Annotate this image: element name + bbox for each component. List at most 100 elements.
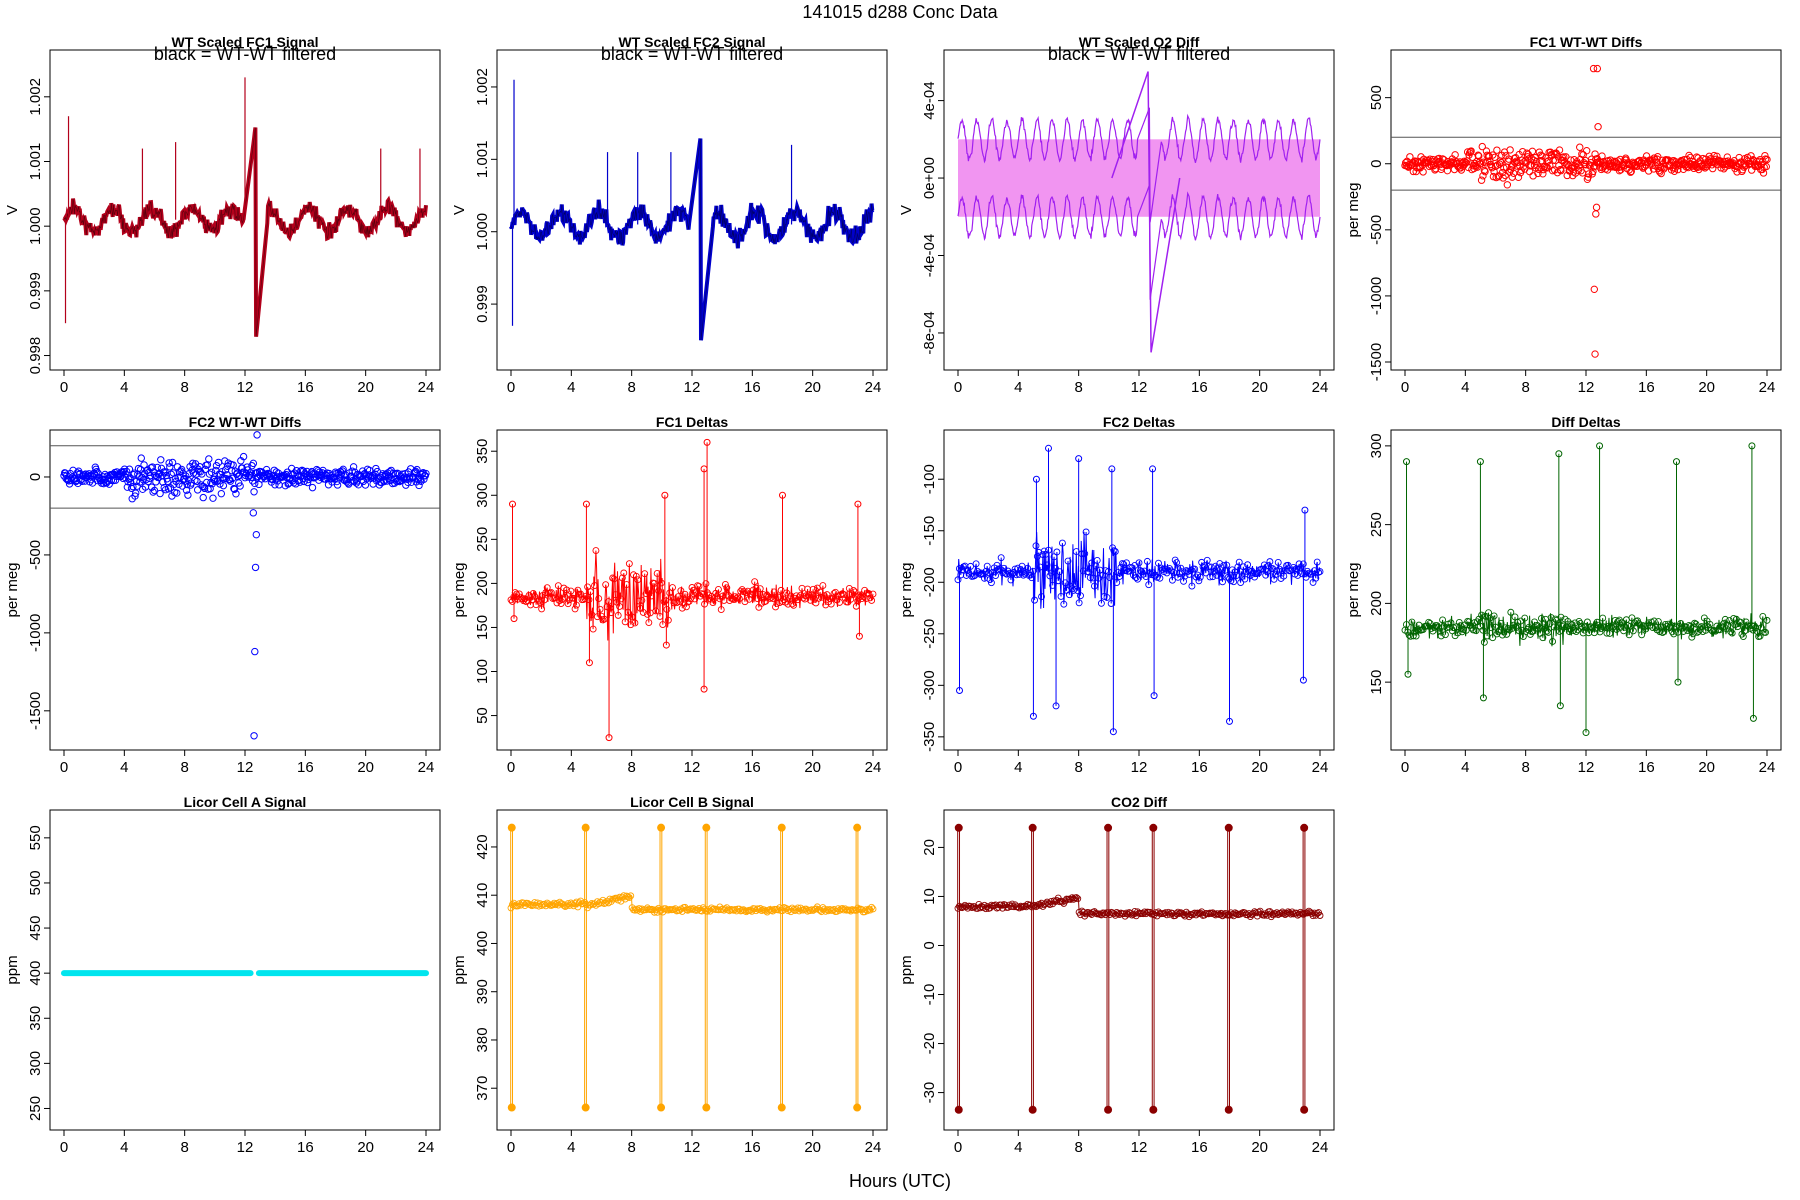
data-point bbox=[300, 477, 308, 486]
data-point bbox=[1150, 692, 1158, 700]
y-tick-label: -8e-04 bbox=[921, 311, 938, 354]
data-point bbox=[127, 478, 135, 487]
data-line bbox=[510, 138, 874, 341]
data-point bbox=[1054, 577, 1062, 585]
x-tick-label: 8 bbox=[180, 1139, 188, 1156]
data-point bbox=[1625, 631, 1633, 639]
x-tick-label: 4 bbox=[120, 1139, 128, 1156]
data-point bbox=[1104, 1105, 1113, 1114]
y-axis-label: V bbox=[451, 205, 468, 215]
x-tick-label: 8 bbox=[180, 379, 188, 396]
data-point bbox=[772, 603, 779, 611]
data-point bbox=[375, 481, 384, 489]
data-point bbox=[682, 603, 690, 611]
data-point bbox=[1433, 622, 1441, 630]
data-point bbox=[1506, 146, 1514, 154]
y-axis-label: V bbox=[4, 205, 21, 215]
data-point bbox=[954, 823, 963, 832]
data-point bbox=[1635, 620, 1643, 628]
y-tick-label: 250 bbox=[27, 1096, 44, 1121]
x-tick-label: 4 bbox=[1014, 379, 1022, 396]
data-point bbox=[1478, 142, 1486, 151]
data-point bbox=[869, 590, 877, 598]
data-point bbox=[1508, 173, 1516, 181]
y-tick-label: 150 bbox=[1368, 670, 1385, 695]
data-point bbox=[661, 491, 669, 499]
x-tick-label: 16 bbox=[744, 759, 761, 776]
x-tick-label: 4 bbox=[120, 759, 128, 776]
data-point bbox=[250, 732, 258, 740]
data-point bbox=[748, 590, 756, 598]
data-point bbox=[161, 468, 169, 476]
data-point bbox=[1058, 539, 1066, 547]
data-point bbox=[691, 595, 699, 603]
data-point bbox=[1097, 599, 1105, 607]
data-point bbox=[700, 685, 708, 693]
data-point bbox=[790, 601, 798, 609]
data-point bbox=[1121, 567, 1129, 575]
data-point bbox=[987, 901, 995, 909]
data-point bbox=[985, 569, 993, 577]
x-tick-label: 8 bbox=[1074, 759, 1082, 776]
data-point bbox=[586, 588, 594, 596]
x-tick-label: 12 bbox=[684, 379, 701, 396]
data-point bbox=[1565, 628, 1573, 636]
data-point bbox=[1052, 564, 1059, 572]
data-point bbox=[1592, 203, 1601, 212]
data-point bbox=[956, 686, 964, 694]
data-point bbox=[407, 478, 416, 486]
data-point bbox=[561, 593, 569, 601]
data-series bbox=[507, 438, 877, 742]
data-point bbox=[142, 475, 150, 484]
data-point bbox=[1685, 151, 1693, 160]
data-point bbox=[1521, 614, 1529, 622]
data-point bbox=[1043, 561, 1051, 569]
x-tick-label: 12 bbox=[237, 1139, 254, 1156]
data-point bbox=[1658, 156, 1667, 164]
data-point bbox=[610, 575, 618, 583]
y-axis-label: per meg bbox=[451, 562, 468, 617]
y-tick-label: 380 bbox=[474, 1027, 491, 1052]
data-point bbox=[1592, 210, 1600, 218]
data-point bbox=[198, 470, 206, 478]
data-point bbox=[1103, 593, 1111, 601]
data-point bbox=[1305, 569, 1313, 577]
data-point bbox=[157, 456, 165, 464]
data-point bbox=[1262, 571, 1270, 579]
data-point bbox=[567, 587, 575, 595]
data-line bbox=[509, 138, 875, 341]
data-point bbox=[695, 582, 703, 590]
data-point bbox=[1490, 612, 1498, 620]
plot-frame bbox=[943, 429, 1335, 751]
y-tick-label: -30 bbox=[921, 1082, 938, 1104]
y-axis-label: ppm bbox=[898, 955, 915, 984]
data-point bbox=[650, 579, 658, 587]
x-tick-label: 8 bbox=[1521, 759, 1529, 776]
x-tick-label: 24 bbox=[418, 759, 435, 776]
data-point bbox=[1029, 712, 1037, 720]
data-point bbox=[1555, 450, 1563, 458]
data-point bbox=[657, 1103, 666, 1112]
data-point bbox=[1628, 614, 1636, 622]
x-tick-label: 12 bbox=[237, 759, 254, 776]
y-tick-label: -250 bbox=[921, 619, 938, 649]
data-point bbox=[1482, 159, 1490, 167]
data-point bbox=[123, 483, 132, 491]
data-point bbox=[972, 560, 980, 568]
data-point bbox=[1556, 165, 1564, 174]
y-tick-label: 550 bbox=[27, 825, 44, 850]
x-tick-label: 4 bbox=[1014, 1139, 1022, 1156]
data-point bbox=[1547, 614, 1555, 621]
x-tick-label: 24 bbox=[1312, 1139, 1329, 1156]
data-point bbox=[1495, 160, 1504, 168]
data-point bbox=[674, 593, 682, 601]
data-point bbox=[1499, 631, 1506, 639]
data-point bbox=[1689, 630, 1697, 638]
data-point bbox=[1674, 165, 1682, 174]
x-tick-label: 24 bbox=[865, 1139, 882, 1156]
data-point bbox=[1582, 146, 1591, 155]
data-point bbox=[1156, 574, 1164, 582]
data-point bbox=[1659, 629, 1667, 636]
data-point bbox=[812, 905, 820, 913]
data-point bbox=[154, 470, 163, 479]
